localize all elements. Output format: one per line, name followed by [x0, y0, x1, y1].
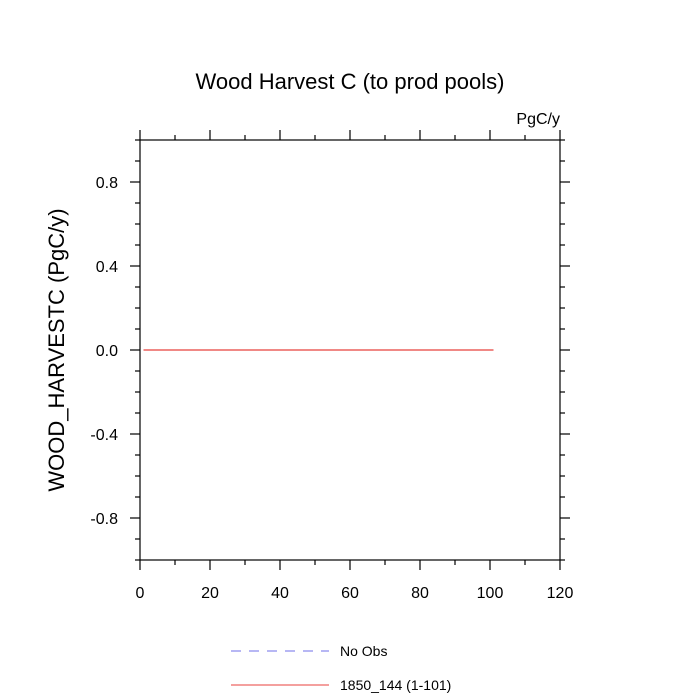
x-tick-label: 0: [136, 585, 145, 602]
x-tick-label: 80: [411, 585, 429, 602]
legend-label: 1850_144 (1-101): [340, 677, 451, 693]
y-tick-label: 0.4: [96, 259, 118, 276]
y-tick-label: -0.4: [90, 427, 118, 444]
x-tick-label: 40: [271, 585, 289, 602]
y-axis-ticks: 0.8 0.4 0.0 -0.4 -0.8: [90, 139, 570, 561]
legend-label: No Obs: [340, 643, 387, 659]
x-tick-label: 100: [477, 585, 504, 602]
chart-title: Wood Harvest C (to prod pools): [196, 69, 505, 94]
x-tick-label: 20: [201, 585, 219, 602]
y-axis-label: WOOD_HARVESTC (PgC/y): [44, 208, 69, 491]
y-tick-label: 0.0: [96, 343, 118, 360]
legend: No Obs 1850_144 (1-101): [231, 643, 451, 693]
y-tick-label: -0.8: [90, 511, 118, 528]
y-tick-label: 0.8: [96, 175, 118, 192]
x-tick-label: 120: [547, 585, 574, 602]
units-label: PgC/y: [516, 111, 560, 128]
x-axis-ticks: 0 20 40 60 80 100 120: [136, 130, 574, 602]
x-tick-label: 60: [341, 585, 359, 602]
